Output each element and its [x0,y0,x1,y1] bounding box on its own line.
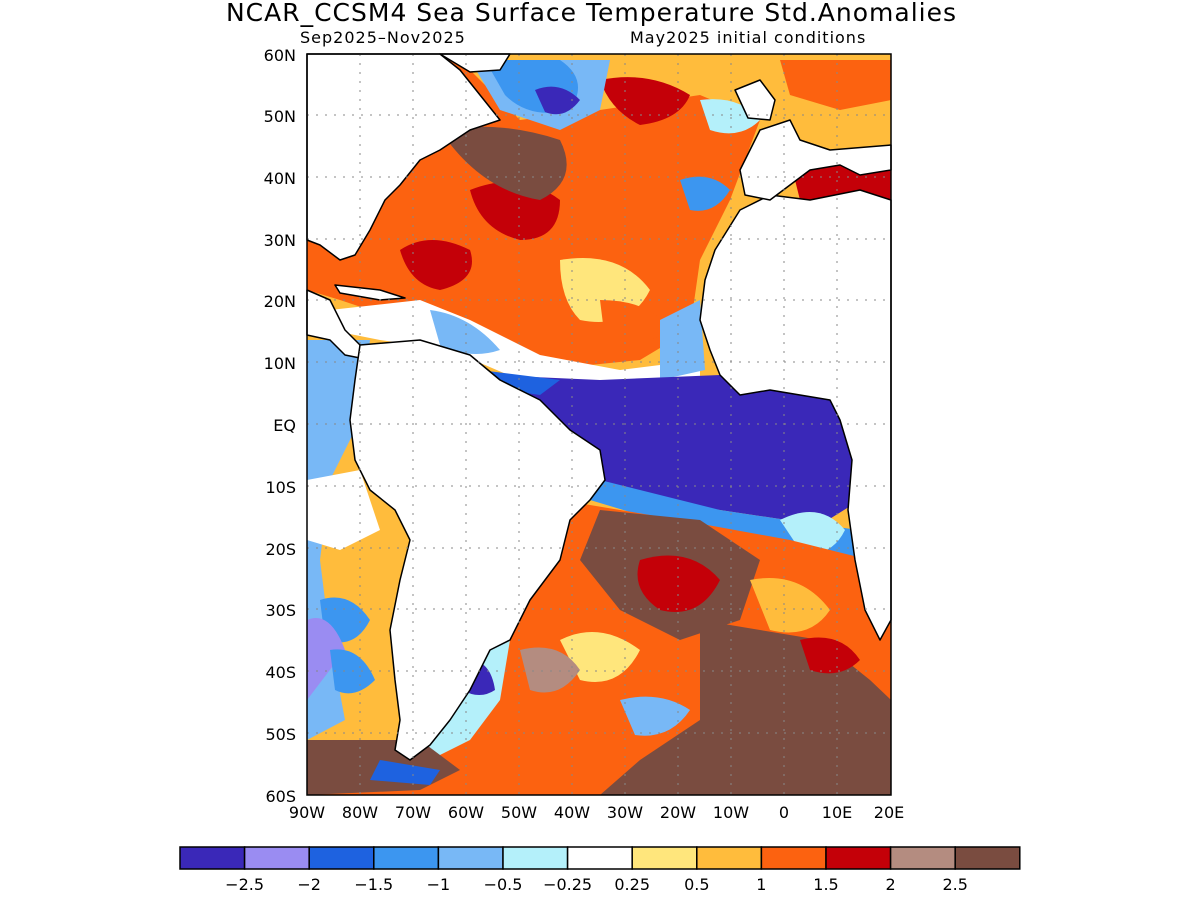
colorbar-label: −1 [427,875,451,894]
lat-label: 60N [264,46,296,65]
lat-label: 10N [264,354,296,373]
lat-label: 40N [264,169,296,188]
colorbar-label: 1 [756,875,766,894]
lat-label: EQ [273,416,296,435]
colorbar-swatch [243,846,310,870]
land-masses [306,53,892,761]
colorbar-swatch [308,846,375,870]
colorbar-label: −1.5 [354,875,393,894]
north-america-landmass [306,53,501,261]
colorbar-swatch [437,846,504,870]
colorbar-label: −0.25 [543,875,592,894]
colorbar-swatch [566,846,633,870]
cuba-landmass [334,284,406,301]
lon-label: 70W [395,803,431,822]
lon-label: 30W [607,803,643,822]
lat-label: 50S [265,725,296,744]
colorbar: −2.5 −2 −1.5 −1 −0.5 −0.25 0.25 0.5 1 1.5 2 2.5 [179,846,1021,894]
colorbar-swatch [179,846,246,870]
latitude-axis: 60N 50N 40N 30N 20N 10N EQ 10S 20S 30S 4… [264,46,296,806]
colorbar-label: −2.5 [225,875,264,894]
longitude-axis: 90W 80W 70W 60W 50W 40W 30W 20W 10W 0 10… [289,803,904,822]
colorbar-label: 1.5 [813,875,838,894]
lat-label: 20S [265,540,296,559]
colorbar-swatch [373,846,440,870]
colorbar-swatch [825,846,892,870]
lon-label: 40W [554,803,590,822]
lon-label: 50W [501,803,537,822]
colorbar-label: 2 [886,875,896,894]
lat-label: 40S [265,663,296,682]
colorbar-swatch [696,846,763,870]
initial-conditions: May2025 initial conditions [630,28,867,47]
south-america-landmass [349,339,606,761]
map-frame [306,53,892,796]
lon-label: 90W [289,803,325,822]
lon-label: 80W [342,803,378,822]
lat-label: 50N [264,107,296,126]
lat-label: 60S [265,787,296,806]
colorbar-label: 2.5 [942,875,967,894]
colorbar-label: −0.5 [484,875,523,894]
colorbar-swatch [631,846,698,870]
forecast-period: Sep2025–Nov2025 [300,28,466,47]
lon-label: 10E [822,803,852,822]
lon-label: 0 [779,803,789,822]
colorbar-label: 0.5 [684,875,709,894]
colorbar-swatch [889,846,956,870]
british-isles-landmass [734,79,776,121]
lat-label: 30S [265,601,296,620]
lat-label: 30N [264,231,296,250]
lon-label: 10W [713,803,749,822]
colorbar-label: 0.25 [614,875,650,894]
map-title: NCAR_CCSM4 Sea Surface Temperature Std.A… [225,0,958,27]
colorbar-swatch [954,846,1021,870]
colorbar-swatch [760,846,827,870]
lon-label: 20W [660,803,696,822]
lon-label: 20E [874,803,904,822]
lat-label: 10S [265,478,296,497]
lon-label: 60W [448,803,484,822]
europe-landmass [739,119,892,201]
lat-label: 20N [264,292,296,311]
colorbar-label: −2 [297,875,321,894]
africa-landmass [699,189,892,641]
colorbar-swatch [502,846,569,870]
map-gridlines [307,54,891,795]
